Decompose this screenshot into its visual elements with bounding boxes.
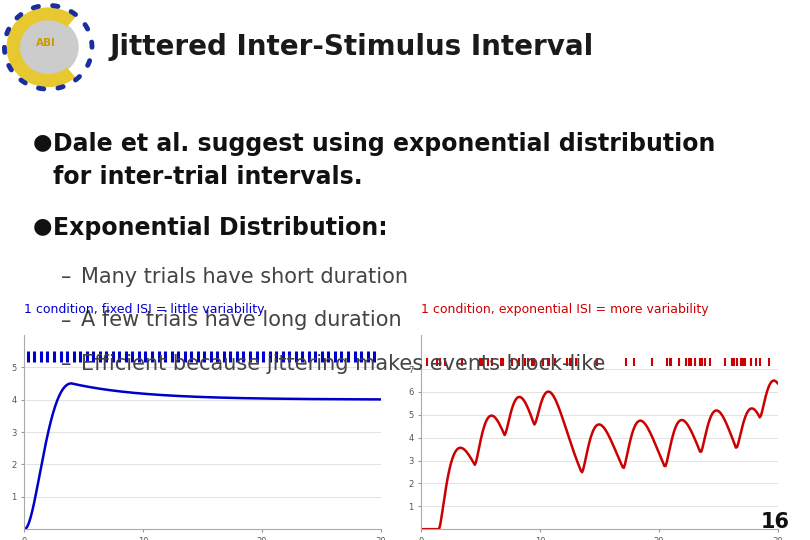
Text: ●: ● (32, 216, 52, 236)
Text: 16: 16 (761, 512, 790, 532)
Text: 1 condition, exponential ISI = more variability: 1 condition, exponential ISI = more vari… (421, 303, 709, 316)
Text: ●: ● (32, 132, 52, 152)
Text: A few trials have long duration: A few trials have long duration (81, 310, 402, 330)
Text: 1 condition, fixed ISI = little variability: 1 condition, fixed ISI = little variabil… (24, 303, 265, 316)
Text: for inter-trial intervals.: for inter-trial intervals. (53, 165, 362, 188)
Text: Exponential Distribution:: Exponential Distribution: (53, 216, 387, 240)
Text: Dale et al. suggest using exponential distribution: Dale et al. suggest using exponential di… (53, 132, 715, 156)
Text: –: – (61, 267, 71, 287)
Wedge shape (7, 8, 75, 86)
Text: –: – (61, 310, 71, 330)
Text: ABI: ABI (36, 38, 56, 48)
Text: –: – (61, 354, 71, 374)
Text: Many trials have short duration: Many trials have short duration (81, 267, 408, 287)
Text: Efficient because jittering makes events block-like: Efficient because jittering makes events… (81, 354, 605, 374)
Text: Jittered Inter-Stimulus Interval: Jittered Inter-Stimulus Interval (109, 33, 594, 61)
Circle shape (19, 19, 78, 76)
